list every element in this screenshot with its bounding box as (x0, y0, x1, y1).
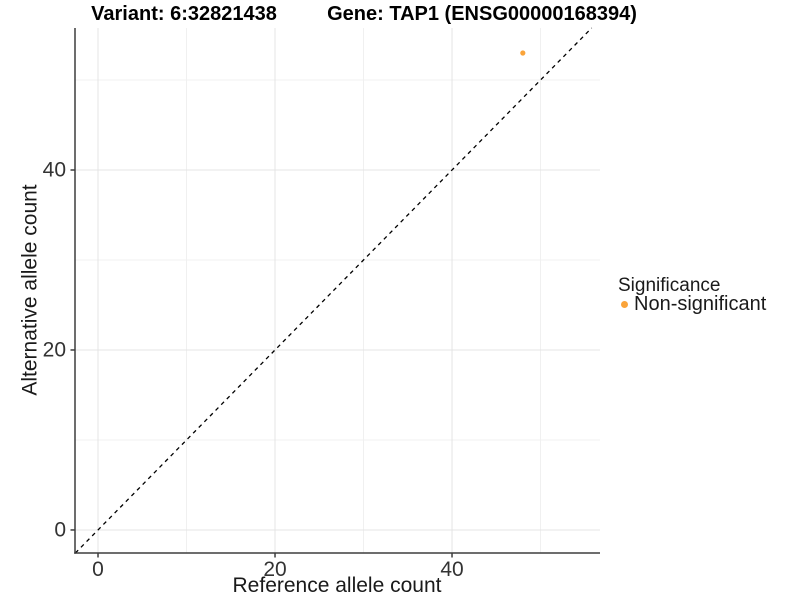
x-tick-label: 40 (440, 558, 464, 581)
variant-title: Variant: 6:32821438 (91, 3, 277, 25)
y-tick-label: 20 (42, 338, 66, 362)
identity-dashed-line (74, 27, 593, 554)
legend: Significance Non-significant (618, 275, 766, 314)
x-tick-label: 0 (92, 558, 104, 581)
legend-item-label: Non-significant (634, 293, 767, 315)
y-tick-label: 0 (54, 518, 66, 542)
x-axis-title: Reference allele count (232, 574, 442, 597)
legend-item: Non-significant (618, 294, 766, 314)
gene-title: Gene: TAP1 (ENSG00000168394) (327, 3, 637, 25)
x-tick-label: 20 (263, 558, 287, 581)
legend-dot-icon (621, 300, 628, 308)
data-point (520, 50, 526, 56)
legend-title: Significance (618, 275, 721, 296)
y-tick-label: 40 (42, 158, 66, 182)
y-axis-title: Alternative allele count (18, 184, 42, 396)
